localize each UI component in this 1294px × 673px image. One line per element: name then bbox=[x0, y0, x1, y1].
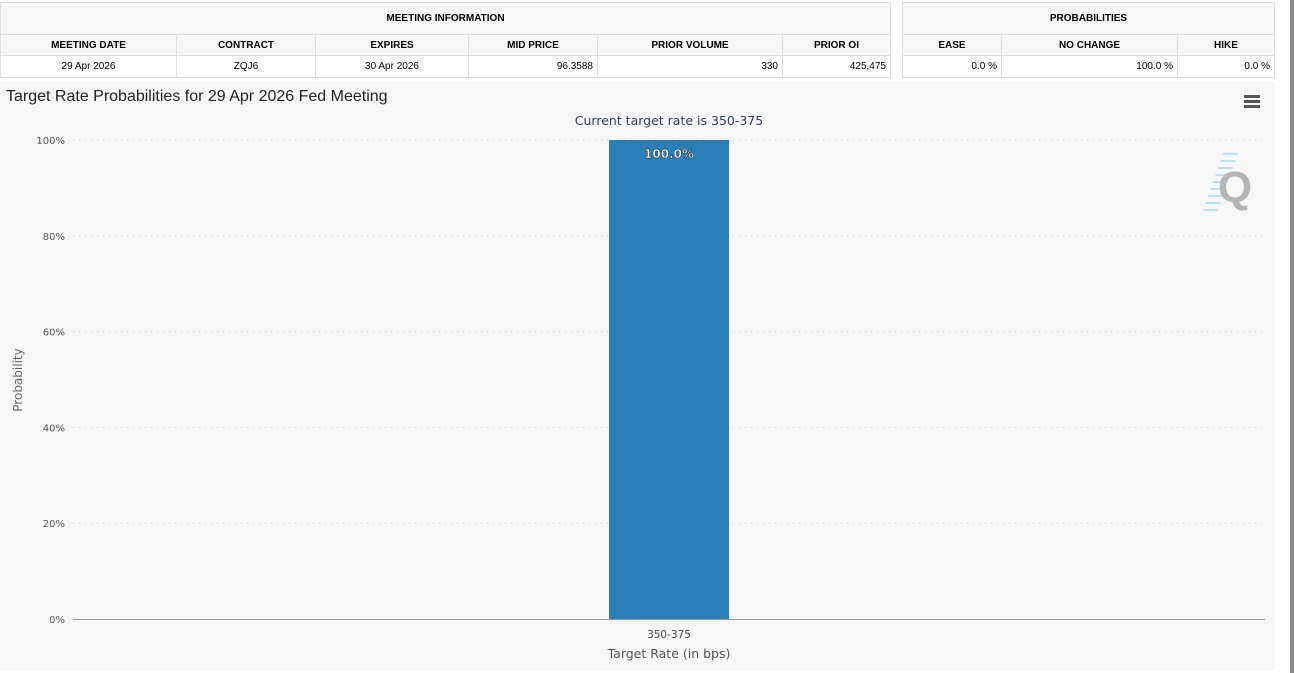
col-ease: EASE bbox=[902, 34, 1002, 56]
chart-title: Target Rate Probabilities for 29 Apr 202… bbox=[6, 88, 388, 105]
y-tick-label: 40% bbox=[43, 423, 65, 434]
watermark-logo bbox=[1203, 153, 1238, 211]
y-axis-title: Probability bbox=[11, 348, 25, 411]
y-tick-label: 60% bbox=[43, 328, 65, 339]
ease-value: 0.0 % bbox=[902, 55, 1002, 78]
contract: ZQJ6 bbox=[176, 55, 316, 78]
watermark-q: Q bbox=[1218, 163, 1252, 212]
probabilities-title: PROBABILITIES bbox=[902, 2, 1275, 35]
bar bbox=[609, 140, 729, 619]
col-no-change: NO CHANGE bbox=[1001, 34, 1178, 56]
col-prior-volume: PRIOR VOLUME bbox=[597, 34, 783, 56]
table-row: 29 Apr 2026 ZQJ6 30 Apr 2026 96.3588 330… bbox=[0, 55, 891, 78]
col-prior-oi: PRIOR OI bbox=[782, 34, 891, 56]
meeting-info-table: MEETING INFORMATION MEETING DATE CONTRAC… bbox=[0, 2, 891, 78]
prior-volume: 330 bbox=[597, 55, 783, 78]
probabilities-table: PROBABILITIES EASE NO CHANGE HIKE 0.0 % … bbox=[902, 2, 1275, 78]
table-row: 0.0 % 100.0 % 0.0 % bbox=[902, 55, 1275, 78]
y-tick-label: 100% bbox=[36, 136, 65, 147]
chart-svg: Current target rate is 350-375 0% 20% 40% 60… bbox=[11, 113, 1265, 661]
no-change-value: 100.0 % bbox=[1001, 55, 1178, 78]
col-contract: CONTRACT bbox=[176, 34, 316, 56]
y-tick-label: 80% bbox=[43, 232, 65, 243]
y-tick-label: 20% bbox=[43, 519, 65, 530]
col-meeting-date: MEETING DATE bbox=[0, 34, 177, 56]
prior-oi: 425,475 bbox=[782, 55, 891, 78]
data-label: 100.0% bbox=[644, 147, 694, 161]
expires: 30 Apr 2026 bbox=[315, 55, 469, 78]
x-axis-title: Target Rate (in bps) bbox=[607, 646, 731, 661]
scrollbar[interactable] bbox=[1290, 0, 1294, 673]
col-mid-price: MID PRICE bbox=[468, 34, 598, 56]
hike-value: 0.0 % bbox=[1177, 55, 1275, 78]
mid-price: 96.3588 bbox=[468, 55, 598, 78]
chart-container: Target Rate Probabilities for 29 Apr 202… bbox=[0, 82, 1275, 670]
col-expires: EXPIRES bbox=[315, 34, 469, 56]
meeting-date: 29 Apr 2026 bbox=[0, 55, 177, 78]
meeting-info-title: MEETING INFORMATION bbox=[0, 2, 891, 35]
chart-subtitle: Current target rate is 350-375 bbox=[575, 113, 763, 128]
col-hike: HIKE bbox=[1177, 34, 1275, 56]
x-tick-label: 350-375 bbox=[647, 629, 691, 641]
y-tick-label: 0% bbox=[49, 615, 65, 626]
menu-icon[interactable] bbox=[1244, 95, 1260, 110]
